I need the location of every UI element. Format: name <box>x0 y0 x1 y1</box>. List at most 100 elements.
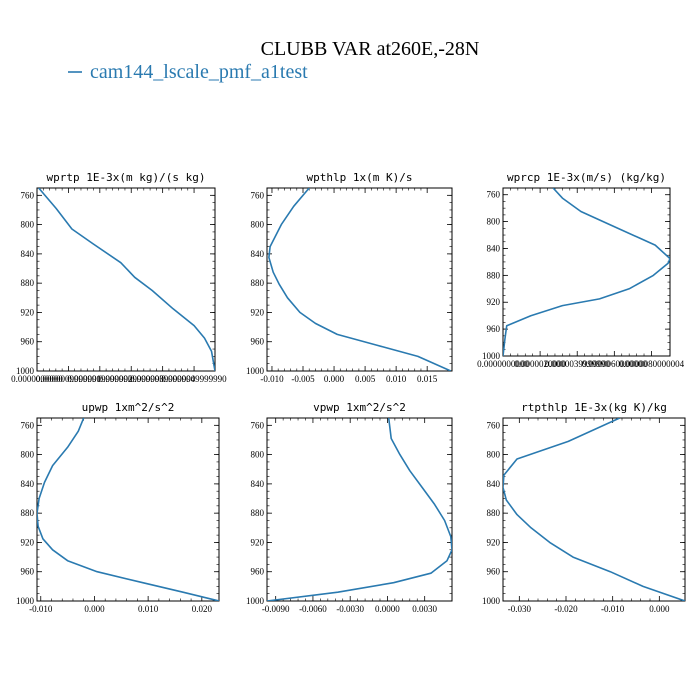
y-tick-label: 920 <box>487 537 501 547</box>
y-tick-label: 760 <box>487 190 501 200</box>
plot-frame <box>36 417 220 602</box>
y-tick-label: 800 <box>487 450 501 460</box>
x-tick-label: 0.0000019999990 <box>67 374 133 384</box>
x-tick-label: 0.0000049999990 <box>161 374 227 384</box>
panels: wprtp 1E-3x(m kg)/(s kg) 760 800 840 880 920 9… <box>11 171 686 614</box>
y-tick-label: 920 <box>251 307 265 317</box>
y-tick-label: 1000 <box>246 366 265 376</box>
x-tick-label: -0.020 <box>554 604 578 614</box>
y-tick-label: 840 <box>251 479 265 489</box>
y-tick-label: 800 <box>487 217 501 227</box>
x-tick-label: 0.020 <box>192 604 213 614</box>
x-tick-label: -0.010 <box>601 604 625 614</box>
y-tick-label: 800 <box>21 220 35 230</box>
x-tick-label: 0.0000029999990 <box>99 374 165 384</box>
x-tick-label: -0.010 <box>29 604 53 614</box>
y-tick-label: 920 <box>487 297 501 307</box>
y-tick-label: 880 <box>487 508 501 518</box>
panel-2: wpthlp 1x(m K)/s7608008408809209601000-0… <box>246 171 453 384</box>
y-tick-label: 880 <box>21 508 35 518</box>
x-tick-label: -0.030 <box>508 604 532 614</box>
x-tick-label: 0.0000 <box>375 604 400 614</box>
y-tick-label: 920 <box>21 537 35 547</box>
x-tick-label: 0.0030 <box>412 604 437 614</box>
x-tick-label: 0.005 <box>355 374 376 384</box>
panel-title: vpwp 1xm^2/s^2 <box>313 401 406 414</box>
series-line <box>37 418 219 601</box>
y-tick-label: 960 <box>251 337 265 347</box>
plot-frame <box>36 187 216 372</box>
y-tick-label: 960 <box>487 567 501 577</box>
series-line <box>38 188 215 371</box>
x-tick-label: 0.0000039999990 <box>545 359 611 369</box>
y-tick-label: 840 <box>21 479 35 489</box>
y-tick-label: 1000 <box>482 351 501 361</box>
y-tick-label: 1000 <box>16 366 35 376</box>
x-tick-label: 0.0000000000 <box>11 374 63 384</box>
series-line <box>503 188 670 356</box>
y-tick-label: 880 <box>251 508 265 518</box>
x-tick-label: 0.0000009999990 <box>36 374 102 384</box>
x-tick-label: -0.0030 <box>336 604 364 614</box>
x-tick-label: 0.0000020000 <box>514 359 566 369</box>
panel-5: vpwp 1xm^2/s^27608008408809209601000-0.0… <box>246 401 453 614</box>
y-tick-label: 840 <box>487 479 501 489</box>
y-tick-label: 880 <box>487 270 501 280</box>
y-tick-label: 880 <box>251 278 265 288</box>
y-tick-label: 960 <box>21 337 35 347</box>
y-tick-label: 920 <box>21 307 35 317</box>
y-tick-label: 960 <box>487 324 501 334</box>
plot-frame <box>266 417 453 602</box>
y-tick-label: 1000 <box>16 596 35 606</box>
y-tick-label: 760 <box>251 420 265 430</box>
x-tick-label: 0.000 <box>649 604 670 614</box>
plot-frame <box>502 417 686 602</box>
x-tick-label: -0.005 <box>291 374 315 384</box>
series-line <box>503 418 685 601</box>
y-tick-label: 840 <box>251 249 265 259</box>
x-tick-label: 0.0000039999990 <box>130 374 196 384</box>
plot-frame <box>266 187 453 372</box>
panel-1: wprtp 1E-3x(m kg)/(s kg) 760 800 840 880 920 9… <box>11 171 227 384</box>
panel-title: rtpthlp 1E-3x(kg K)/kg <box>521 401 667 414</box>
x-tick-label: -0.010 <box>260 374 284 384</box>
y-tick-label: 960 <box>21 567 35 577</box>
y-tick-label: 1000 <box>482 596 501 606</box>
legend: cam144_lscale_pmf_a1test <box>68 61 308 83</box>
y-tick-label: 840 <box>21 249 35 259</box>
panel-6: rtpthlp 1E-3x(kg K)/kg 760 800 840 880 920 960… <box>482 401 686 614</box>
y-tick-label: 880 <box>21 278 35 288</box>
x-tick-label: -0.0060 <box>299 604 327 614</box>
x-tick-label: 0.000 <box>324 374 345 384</box>
panel-3: wprcp 1E-3x(m/s) (kg/kg) 760 800 840 880 920 9… <box>477 171 684 369</box>
series-line <box>267 418 452 601</box>
legend-label: cam144_lscale_pmf_a1test <box>90 61 308 83</box>
y-tick-label: 760 <box>21 190 35 200</box>
y-tick-label: 760 <box>487 420 501 430</box>
y-tick-label: 800 <box>251 450 265 460</box>
x-tick-label: 0.015 <box>417 374 438 384</box>
series-line <box>268 188 452 371</box>
x-tick-label: 0.0000060000000 <box>582 359 648 369</box>
x-tick-label: 0.0000080000004 <box>619 359 685 369</box>
x-tick-label: 0.010 <box>386 374 407 384</box>
x-tick-label: 0.0000000000 <box>477 359 529 369</box>
y-tick-label: 840 <box>487 243 501 253</box>
y-tick-label: 960 <box>251 567 265 577</box>
y-tick-label: 760 <box>251 190 265 200</box>
y-tick-label: 800 <box>21 450 35 460</box>
y-tick-label: 760 <box>21 420 35 430</box>
panel-4: upwp 1xm^2/s^2 760 800 840 880 920 960 1000-0.0… <box>16 401 220 614</box>
figure-title: CLUBB VAR at260E,-28N <box>261 38 480 60</box>
y-tick-label: 1000 <box>246 596 265 606</box>
plot-frame <box>502 187 671 357</box>
x-tick-label: 0.000 <box>84 604 105 614</box>
panel-title: wprtp 1E-3x(m kg)/(s kg) <box>47 171 206 184</box>
panel-title: upwp 1xm^2/s^2 <box>82 401 175 414</box>
y-tick-label: 920 <box>251 537 265 547</box>
panel-title: wprcp 1E-3x(m/s) (kg/kg) <box>507 171 666 184</box>
x-tick-label: 0.010 <box>138 604 159 614</box>
x-tick-label: -0.0090 <box>262 604 290 614</box>
y-tick-label: 800 <box>251 220 265 230</box>
